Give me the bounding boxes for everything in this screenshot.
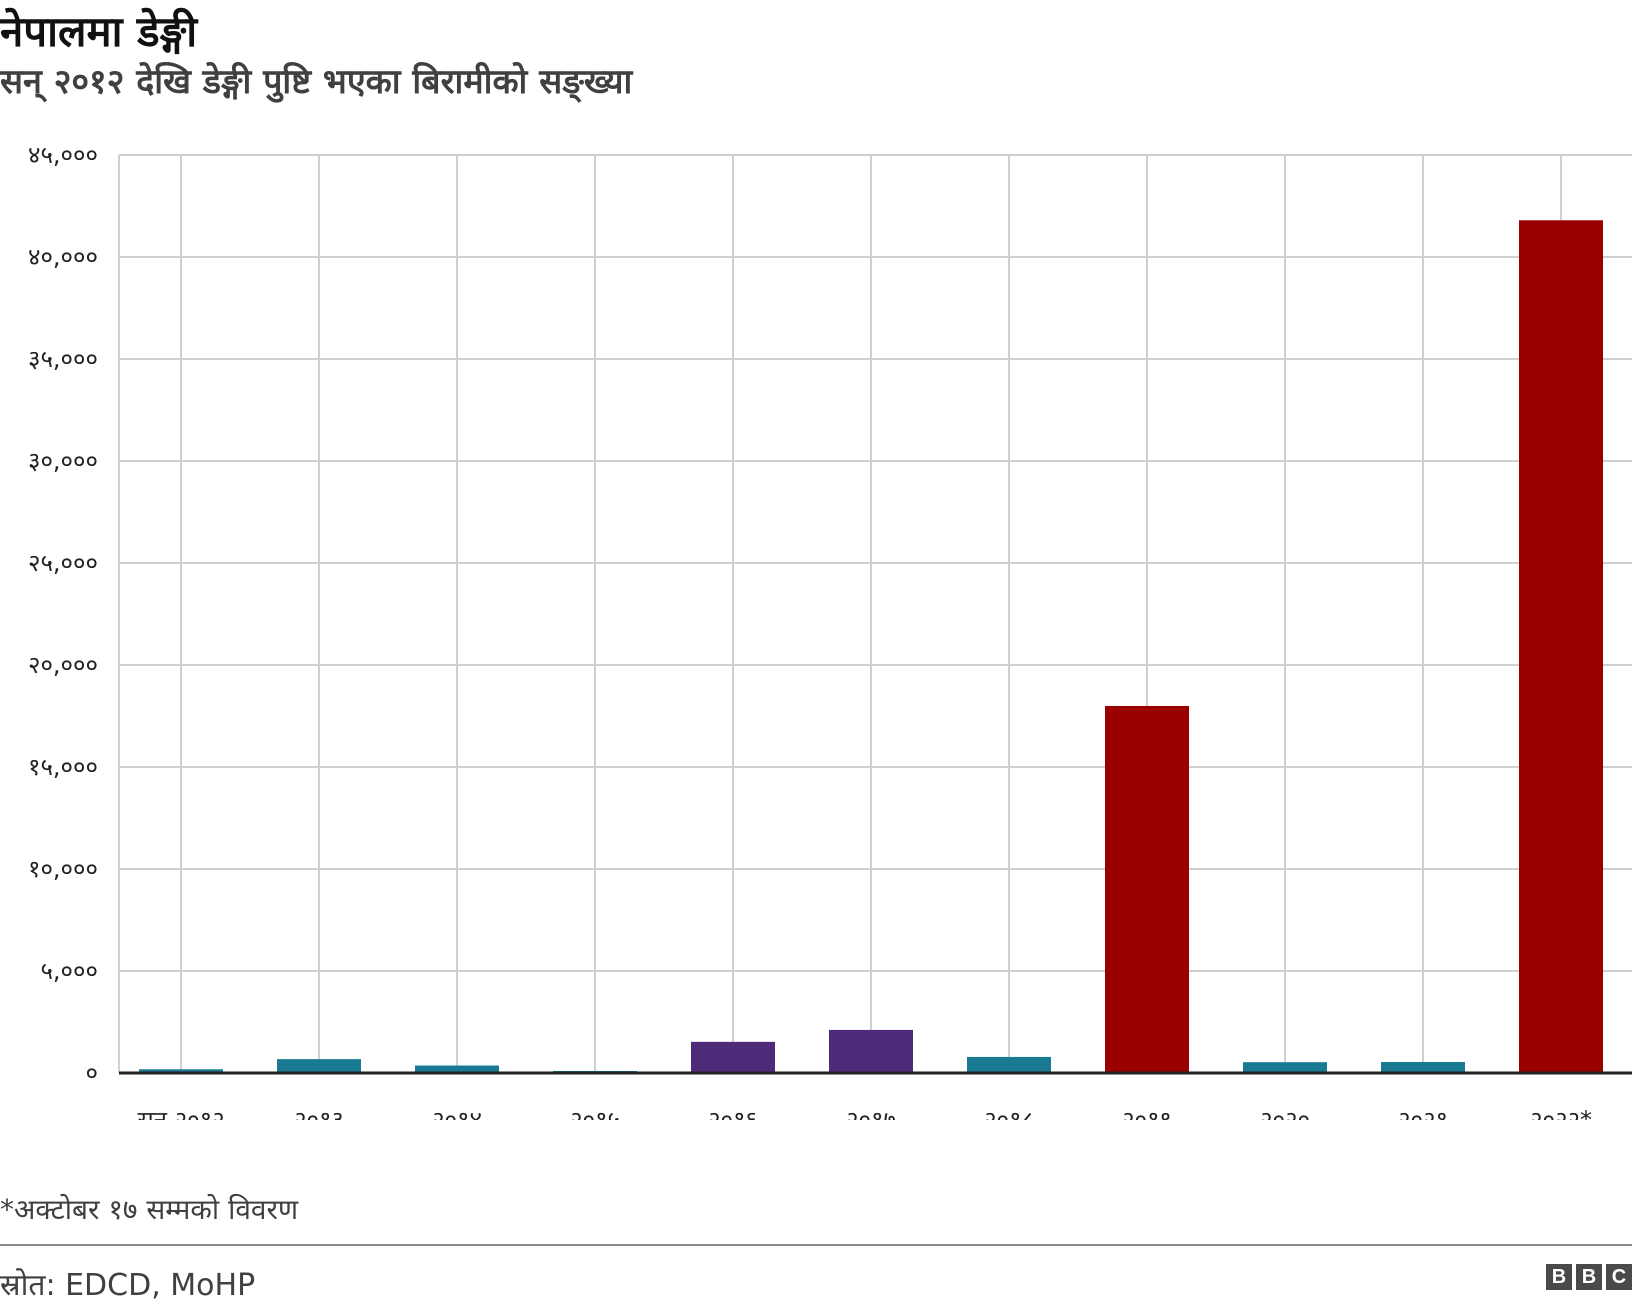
bar-8 xyxy=(1243,1062,1327,1073)
footer-divider xyxy=(0,1244,1632,1246)
y-tick-label: १०,००० xyxy=(28,855,98,883)
y-tick-label: ४०,००० xyxy=(28,243,98,271)
x-tick-label: २०१४ xyxy=(432,1106,482,1120)
bbc-logo: B B C xyxy=(1546,1264,1632,1290)
bbc-logo-block: B xyxy=(1576,1264,1602,1290)
y-tick-label: ४५,००० xyxy=(28,141,98,169)
bbc-logo-block: C xyxy=(1606,1264,1632,1290)
footnote: *अक्टोबर १७ सम्मको विवरण xyxy=(0,1193,299,1226)
chart-subtitle: सन् २०१२ देखि डेङ्गी पुष्टि भएका बिरामीक… xyxy=(0,62,633,102)
bars xyxy=(139,220,1603,1073)
y-tick-label: २५,००० xyxy=(28,549,98,577)
bbc-logo-block: B xyxy=(1546,1264,1572,1290)
y-tick-label: ५,००० xyxy=(40,957,98,985)
y-axis-ticks: ० ५,००० १०,००० १५,००० २०,००० २५,००० ३०,००० ३५,०… xyxy=(28,141,98,1087)
bar-9 xyxy=(1381,1061,1465,1073)
y-tick-label: २०,००० xyxy=(28,651,98,679)
bar-1 xyxy=(277,1059,361,1073)
grid-lines xyxy=(118,154,1632,1073)
x-tick-label: २०१९ xyxy=(1122,1106,1172,1120)
bar-5 xyxy=(829,1029,913,1073)
x-tick-label: सन् २०१२ xyxy=(137,1106,224,1120)
bar-10 xyxy=(1519,220,1603,1073)
bar-6 xyxy=(967,1056,1051,1073)
bar-7 xyxy=(1105,705,1189,1073)
y-tick-label: ० xyxy=(86,1059,98,1087)
x-tick-label: २०१३ xyxy=(294,1106,344,1120)
chart-title: नेपालमा डेङ्गी xyxy=(0,7,198,56)
x-tick-label: २०१८ xyxy=(984,1106,1034,1120)
x-tick-label: २०१६ xyxy=(708,1106,758,1120)
bar-chart: ० ५,००० १०,००० १५,००० २०,००० २५,००० ३०,००० ३५,०… xyxy=(28,141,1632,1120)
bar-0 xyxy=(139,1069,223,1073)
bar-4 xyxy=(691,1041,775,1073)
y-tick-label: ३०,००० xyxy=(28,447,98,475)
y-tick-label: ३५,००० xyxy=(28,345,98,373)
x-axis-ticks: सन् २०१२ २०१३ २०१४ २०१५ २०१६ २०१७ २०१८ २०१९ २०२०… xyxy=(137,1106,1592,1120)
source-note: स्रोत: EDCD, MoHP xyxy=(0,1268,256,1303)
x-tick-label: २०१५ xyxy=(570,1106,620,1120)
bar-2 xyxy=(415,1065,499,1073)
y-tick-label: १५,००० xyxy=(28,753,98,781)
x-tick-label: २०२१ xyxy=(1398,1106,1448,1120)
x-tick-label: २०२२* xyxy=(1530,1106,1592,1120)
x-tick-label: २०२० xyxy=(1260,1106,1310,1120)
x-tick-label: २०१७ xyxy=(846,1106,896,1120)
